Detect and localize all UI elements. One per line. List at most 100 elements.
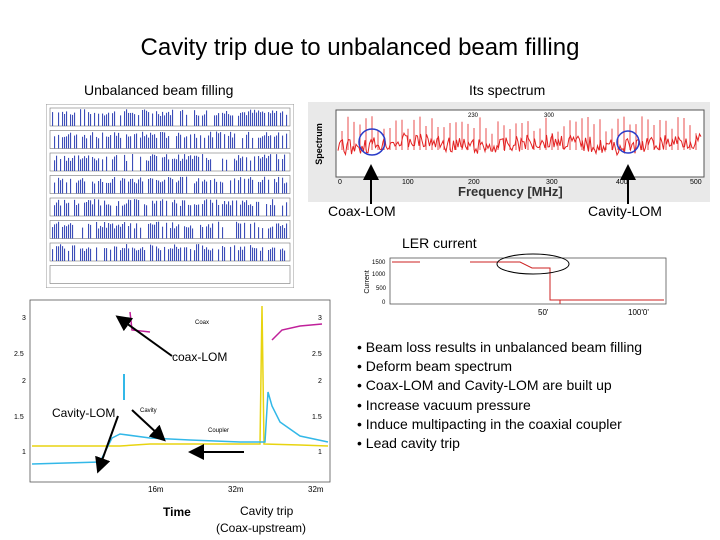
filling-bunch [142, 131, 144, 149]
filling-bunch [172, 109, 174, 126]
coax-trace-right [271, 323, 323, 341]
filling-bunch [66, 203, 68, 216]
filling-bunch [172, 179, 174, 194]
filling-bunch [180, 160, 182, 171]
filling-bunch [216, 181, 218, 194]
filling-bunch [236, 200, 238, 216]
filling-bunch [228, 114, 230, 126]
filling-bunch [72, 114, 74, 126]
filling-bunch [246, 200, 248, 216]
filling-bunch [58, 221, 60, 239]
filling-bunch [254, 156, 256, 171]
filling-bunch [188, 227, 190, 239]
filling-bunch [270, 113, 272, 126]
filling-bunch [228, 135, 230, 149]
filling-bunch [208, 135, 210, 149]
filling-bunch [148, 179, 150, 194]
filling-bunch [212, 137, 214, 149]
filling-bunch [128, 248, 130, 261]
filling-bunch [196, 137, 198, 149]
ler-ytick-1: 1000 [372, 272, 386, 278]
filling-bunch [160, 200, 162, 216]
spectrum-trace [337, 132, 702, 157]
filling-bunch [116, 155, 118, 171]
filling-bunch [282, 177, 284, 194]
filling-bunch [186, 176, 188, 194]
filling-bunch [108, 112, 110, 126]
filling-bunch [246, 115, 248, 126]
filling-bunch [112, 223, 114, 239]
filling-bunch [70, 160, 72, 171]
filling-bunch [150, 178, 152, 194]
filling-bunch [100, 205, 102, 216]
filling-bunch [152, 178, 154, 194]
filling-bunch [210, 199, 212, 216]
filling-bunch [274, 247, 276, 261]
filling-bunch [166, 154, 168, 171]
filling-bunch [214, 178, 216, 194]
filling-bunch [124, 222, 126, 239]
filling-bunch [152, 134, 154, 149]
filling-bunch [86, 138, 88, 149]
filling-bunch [194, 133, 196, 149]
slide-title: Cavity trip due to unbalanced beam filli… [140, 34, 580, 61]
time-xtick-1: 32m [228, 485, 244, 494]
filling-bunch [162, 157, 164, 171]
filling-bunch [120, 226, 122, 239]
filling-bunch [110, 135, 112, 149]
filling-bunch [248, 178, 250, 194]
filling-bunch [248, 111, 250, 126]
filling-bunch [156, 156, 158, 171]
filling-bunch [286, 182, 288, 194]
filling-bunch [262, 111, 264, 126]
filling-bunch [250, 223, 252, 239]
filling-bunch [234, 245, 236, 261]
filling-bunch [284, 250, 286, 261]
filling-bunch [78, 180, 80, 194]
filling-bunch [276, 223, 278, 239]
filling-bunch [168, 111, 170, 126]
filling-bunch [230, 180, 232, 194]
filling-bunch [210, 131, 212, 149]
filling-bunch [214, 115, 216, 126]
filling-bunch [212, 202, 214, 216]
coupler-trace [32, 305, 329, 447]
filling-bunch [174, 199, 176, 216]
filling-bunch [92, 156, 94, 171]
filling-bunch [194, 250, 196, 261]
filling-bunch [262, 228, 264, 239]
filling-bunch [278, 223, 280, 239]
filling-bunch [64, 114, 66, 126]
filling-bunch [222, 112, 224, 126]
filling-bunch [132, 112, 134, 126]
filling-bunch [88, 112, 90, 126]
time-left-tick-0: 3 [22, 315, 26, 322]
filling-bunch [266, 132, 268, 149]
filling-bunch [92, 132, 94, 149]
filling-bunch [54, 224, 56, 239]
filling-bunch [146, 134, 148, 149]
filling-bunch [90, 114, 92, 126]
filling-bunch [210, 227, 212, 239]
filling-bunch [122, 224, 124, 239]
filling-bunch [284, 154, 286, 171]
filling-bunch [170, 115, 172, 126]
filling-bunch [80, 248, 82, 261]
filling-bunch [162, 111, 164, 126]
filling-bunch [256, 201, 258, 216]
filling-bunch [176, 203, 178, 216]
filling-bunch [62, 246, 64, 261]
filling-bunch [222, 158, 224, 171]
filling-bunch [242, 200, 244, 216]
filling-bunch [72, 224, 74, 239]
filling-bunch [190, 205, 192, 216]
filling-bunch [286, 114, 288, 126]
filling-bunch [140, 137, 142, 149]
filling-bunch [162, 199, 164, 216]
filling-bunch [216, 199, 218, 216]
filling-bunch [152, 113, 154, 126]
filling-bunch [54, 160, 56, 171]
filling-bunch [176, 246, 178, 261]
filling-bunch [276, 110, 278, 126]
filling-bunch [76, 182, 78, 194]
